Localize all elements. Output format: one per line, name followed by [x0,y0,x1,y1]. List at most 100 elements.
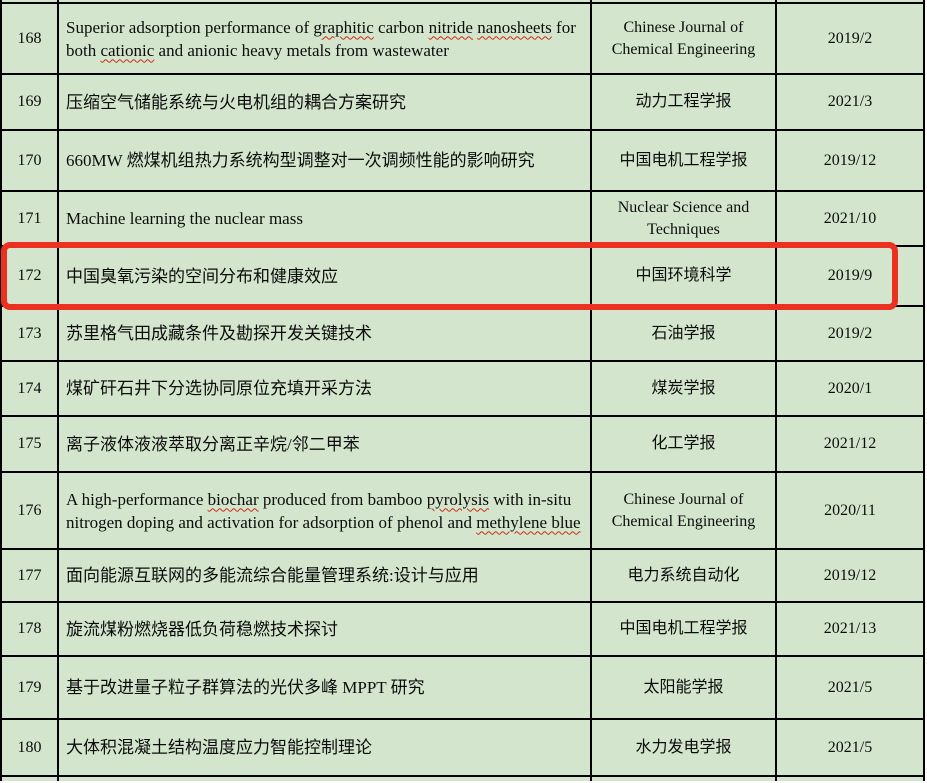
row-number-cell: 177 [0,548,59,603]
journal-cell: 中国环境科学 [590,245,777,307]
partial-cell [0,0,59,4]
journal-cell: 中国电机工程学报 [590,601,777,657]
paper-title-cell: 中国臭氧污染的空间分布和健康效应 [57,245,592,307]
journal-cell: 电力系统自动化 [590,548,777,603]
partial-cell [590,775,777,781]
misspelled-word: biochar [207,489,259,509]
paper-title-cell: 离子液体液液萃取分离正辛烷/邻二甲苯 [57,415,592,473]
table-row: 168 Superior adsorption performance of gr… [0,2,925,75]
title-text: A high-performance [66,489,208,509]
date-cell: 2020/1 [775,360,925,417]
table-row: 175 离子液体液液萃取分离正辛烷/邻二甲苯 化工学报 2021/12 [0,415,925,473]
row-number-cell: 173 [0,305,59,362]
partial-cell [0,775,59,781]
row-number-cell: 172 [0,245,59,307]
date-cell: 2021/3 [775,73,925,131]
title-text: 基于改进量子粒子群算法的光伏多峰 MPPT 研究 [66,678,425,697]
misspelled-word: nanosheets [477,17,552,37]
misspelled-word: nitride [428,17,473,37]
table-row: 179 基于改进量子粒子群算法的光伏多峰 MPPT 研究 太阳能学报 2021/5 [0,655,925,720]
title-text: with in-situ nitrogen doping and activat… [66,489,572,532]
title-text: 离子液体液液萃取分离正辛烷/邻二甲苯 [66,434,360,454]
misspelled-word: pyrolysis [426,489,490,509]
table-row: 173 苏里格气田成藏条件及勘探开发关键技术 石油学报 2019/2 [0,305,925,362]
table-row: 170 660MW 燃煤机组热力系统构型调整对一次调频性能的影响研究 中国电机工程学… [0,129,925,192]
partial-cell [57,775,592,781]
journal-cell: 动力工程学报 [590,73,777,131]
title-text: 面向能源互联网的多能流综合能量管理系统:设计与应用 [66,566,479,585]
journal-cell: 水力发电学报 [590,718,777,777]
partial-row [0,0,925,4]
date-cell: 2019/12 [775,129,925,192]
title-text: for both [66,17,576,60]
title-text: Machine learning the nuclear mass [66,209,303,228]
journal-cell: Nuclear Science and Techniques [590,190,777,247]
row-number-cell: 180 [0,718,59,777]
date-cell: 2021/10 [775,190,925,247]
title-text: 旋流煤粉燃烧器低负荷稳燃技术探讨 [66,619,338,639]
paper-title-cell: Superior adsorption performance of graph… [57,2,592,75]
table-row: 176 A high-performance biochar produced f… [0,471,925,550]
journal-cell: 煤炭学报 [590,360,777,417]
date-cell: 2021/13 [775,601,925,657]
title-text: 660MW 燃煤机组热力系统构型调整对一次调频性能的影响研究 [66,151,535,170]
misspelled-word: methylene blue [476,512,581,532]
paper-title-cell: 煤矿矸石井下分选协同原位充填开采方法 [57,360,592,417]
paper-title-cell: 基于改进量子粒子群算法的光伏多峰 MPPT 研究 [57,655,592,720]
row-number-cell: 175 [0,415,59,473]
misspelled-word: cationic [100,40,155,60]
row-number-cell: 169 [0,73,59,131]
title-text: carbon [373,17,429,37]
journal-cell: 化工学报 [590,415,777,473]
row-number-cell: 171 [0,190,59,247]
row-number-cell: 170 [0,129,59,192]
partial-row [0,775,925,781]
paper-title-cell: Machine learning the nuclear mass [57,190,592,247]
date-cell: 2021/12 [775,415,925,473]
paper-title-cell: 苏里格气田成藏条件及勘探开发关键技术 [57,305,592,362]
title-text: produced from bamboo [258,489,427,509]
title-text: and anionic heavy metals from wastewater [154,40,449,60]
partial-cell [775,0,925,4]
date-cell: 2019/2 [775,2,925,75]
row-number-cell: 168 [0,2,59,75]
partial-cell [57,0,592,4]
journal-cell: 石油学报 [590,305,777,362]
title-text: Superior adsorption performance of [66,17,314,37]
date-cell: 2019/12 [775,548,925,603]
table-row: 177 面向能源互联网的多能流综合能量管理系统:设计与应用 电力系统自动化 2019/… [0,548,925,603]
title-text: 苏里格气田成藏条件及勘探开发关键技术 [66,324,372,343]
journal-cell: Chinese Journal of Chemical Engineering [590,2,777,75]
date-cell: 2021/5 [775,655,925,720]
paper-title-cell: 660MW 燃煤机组热力系统构型调整对一次调频性能的影响研究 [57,129,592,192]
misspelled-word: graphitic [313,17,374,37]
date-cell: 2020/11 [775,471,925,550]
title-text: 煤矿矸石井下分选协同原位充填开采方法 [66,379,372,398]
title-text: 中国臭氧污染的空间分布和健康效应 [66,266,338,286]
journal-cell: Chinese Journal of Chemical Engineering [590,471,777,550]
date-cell: 2019/9 [775,245,925,307]
paper-title-cell: 压缩空气储能系统与火电机组的耦合方案研究 [57,73,592,131]
table-row: 172 中国臭氧污染的空间分布和健康效应 中国环境科学 2019/9 [0,245,925,307]
partial-cell [590,0,777,4]
table-row: 178 旋流煤粉燃烧器低负荷稳燃技术探讨 中国电机工程学报 2021/13 [0,601,925,657]
journal-cell: 太阳能学报 [590,655,777,720]
date-cell: 2019/2 [775,305,925,362]
paper-title-cell: 面向能源互联网的多能流综合能量管理系统:设计与应用 [57,548,592,603]
table-row: 174 煤矿矸石井下分选协同原位充填开采方法 煤炭学报 2020/1 [0,360,925,417]
table-row: 180 大体积混凝土结构温度应力智能控制理论 水力发电学报 2021/5 [0,718,925,777]
table-row: 169 压缩空气储能系统与火电机组的耦合方案研究 动力工程学报 2021/3 [0,73,925,131]
title-text: 大体积混凝土结构温度应力智能控制理论 [66,738,372,757]
row-number-cell: 178 [0,601,59,657]
paper-title-cell: A high-performance biochar produced from… [57,471,592,550]
row-number-cell: 176 [0,471,59,550]
table-row: 171 Machine learning the nuclear mass Nucl… [0,190,925,247]
paper-title-cell: 旋流煤粉燃烧器低负荷稳燃技术探讨 [57,601,592,657]
row-number-cell: 174 [0,360,59,417]
partial-cell [775,775,925,781]
title-text: 压缩空气储能系统与火电机组的耦合方案研究 [66,92,406,112]
paper-title-cell: 大体积混凝土结构温度应力智能控制理论 [57,718,592,777]
